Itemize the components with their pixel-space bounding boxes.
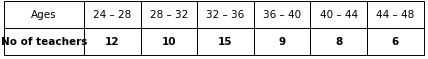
Bar bbox=[4, 1, 84, 28]
Text: 24 – 28: 24 – 28 bbox=[93, 10, 131, 20]
Bar bbox=[4, 28, 84, 55]
Text: 40 – 44: 40 – 44 bbox=[320, 10, 358, 20]
Bar bbox=[197, 28, 254, 55]
Text: 10: 10 bbox=[162, 37, 176, 47]
Bar bbox=[84, 1, 140, 28]
Bar bbox=[197, 1, 254, 28]
Bar bbox=[367, 1, 424, 28]
Text: 36 – 40: 36 – 40 bbox=[263, 10, 301, 20]
Bar bbox=[310, 1, 367, 28]
Text: 32 – 36: 32 – 36 bbox=[206, 10, 245, 20]
Bar bbox=[140, 1, 197, 28]
Text: 8: 8 bbox=[335, 37, 342, 47]
Text: Ages: Ages bbox=[31, 10, 57, 20]
Bar bbox=[254, 1, 310, 28]
Bar bbox=[367, 28, 424, 55]
Text: 15: 15 bbox=[218, 37, 233, 47]
Text: 28 – 32: 28 – 32 bbox=[150, 10, 188, 20]
Bar bbox=[310, 28, 367, 55]
Text: No of teachers: No of teachers bbox=[1, 37, 87, 47]
Bar bbox=[254, 28, 310, 55]
Text: 9: 9 bbox=[279, 37, 286, 47]
Text: 12: 12 bbox=[105, 37, 119, 47]
Text: 44 – 48: 44 – 48 bbox=[376, 10, 415, 20]
Bar bbox=[84, 28, 140, 55]
Text: 6: 6 bbox=[392, 37, 399, 47]
Bar bbox=[140, 28, 197, 55]
